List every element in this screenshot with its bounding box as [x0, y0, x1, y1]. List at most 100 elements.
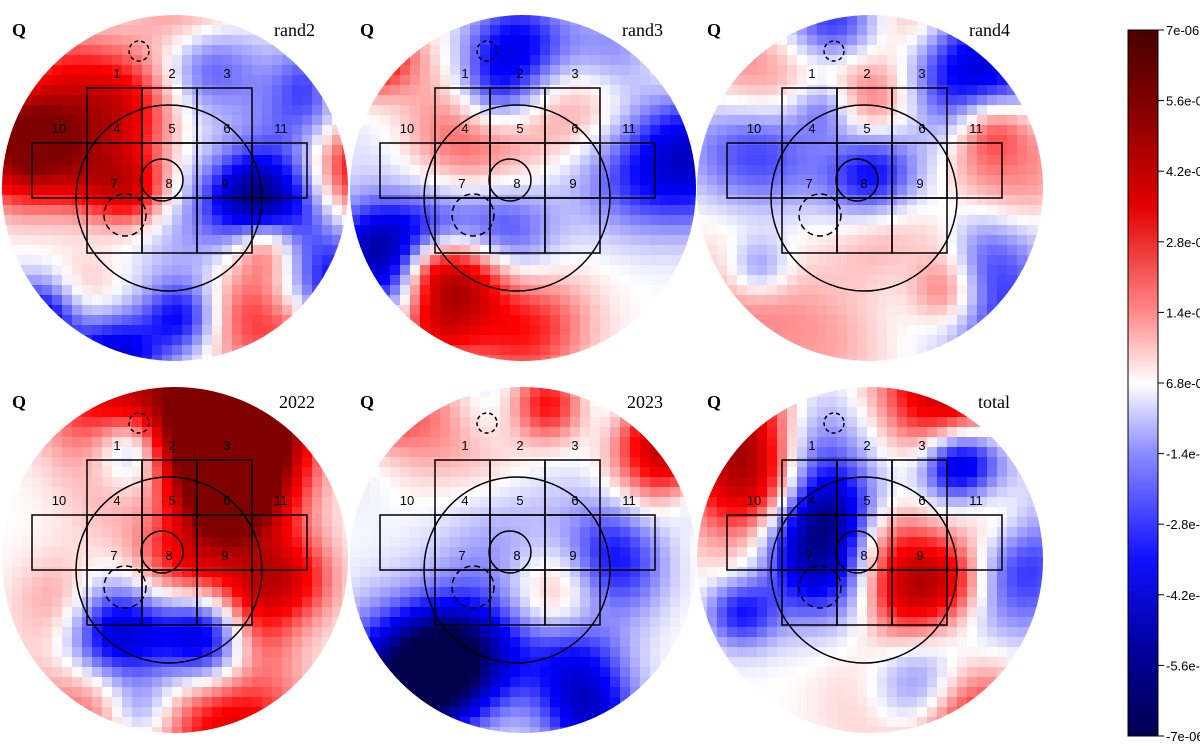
- region-label: 10: [747, 121, 761, 136]
- region-label: 1: [808, 438, 815, 453]
- map-panel-rand4: 1 2 3 4 5 6 7 8 9 10 11 Q rand4: [697, 15, 1043, 361]
- stokes-label: Q: [707, 392, 721, 412]
- region-labels: 1 2 3 4 5 6 7 8 9 10 11: [400, 438, 636, 563]
- region-label: 1: [461, 66, 468, 81]
- colorbar-tick-label: 5.6e-06: [1166, 94, 1200, 109]
- region-label: 9: [916, 548, 923, 563]
- region-label: 7: [110, 176, 117, 191]
- region-label: 7: [805, 548, 812, 563]
- region-label: 5: [516, 493, 523, 508]
- region-label: 9: [221, 176, 228, 191]
- region-label: 7: [805, 176, 812, 191]
- region-label: 2: [516, 66, 523, 81]
- region-label: 5: [168, 121, 175, 136]
- region-label: 10: [52, 121, 66, 136]
- region-overlay: [31, 412, 308, 664]
- region-label: 11: [274, 493, 288, 508]
- region-label: 11: [969, 493, 983, 508]
- region-label: 11: [622, 121, 636, 136]
- region-label: 4: [461, 493, 468, 508]
- region-label: 11: [622, 493, 636, 508]
- region-label: 10: [52, 493, 66, 508]
- colorbar-tick-label: -5.6e-06: [1166, 658, 1200, 673]
- colorbar-gradient: [1127, 29, 1159, 737]
- map-panel-total: 1 2 3 4 5 6 7 8 9 10 11 Q total: [697, 387, 1043, 733]
- panel-title: 2022: [279, 392, 315, 412]
- map-panel-2022: 1 2 3 4 5 6 7 8 9 10 11 Q 2022: [2, 387, 348, 733]
- region-label: 8: [513, 176, 520, 191]
- colorbar-tick-label: 6.8e-09: [1166, 376, 1200, 391]
- stokes-label: Q: [360, 20, 374, 40]
- region-label: 3: [571, 438, 578, 453]
- map-panel-rand3: 1 2 3 4 5 6 7 8 9 10 11 Q rand3: [350, 15, 696, 361]
- region-label: 4: [808, 121, 815, 136]
- region-labels: 1 2 3 4 5 6 7 8 9 10 11: [747, 438, 983, 563]
- region-label: 6: [571, 121, 578, 136]
- colorbar-tick-label: -7e-06: [1166, 729, 1200, 744]
- colorbar-tick-label: -1.4e-06: [1166, 447, 1200, 462]
- region-label: 9: [916, 176, 923, 191]
- region-label: 9: [569, 548, 576, 563]
- region-label: 7: [458, 176, 465, 191]
- heatmap-pixels: [2, 387, 348, 733]
- colorbar: 7e-06 5.6e-06 4.2e-06 2.8e-06 1.4e-06 6.8e-09…: [1127, 23, 1200, 744]
- region-label: 4: [113, 493, 120, 508]
- region-label: 1: [113, 66, 120, 81]
- region-overlay: [379, 40, 656, 292]
- region-label: 4: [808, 493, 815, 508]
- region-label: 6: [571, 493, 578, 508]
- region-label: 5: [168, 493, 175, 508]
- region-overlay: [726, 40, 1003, 292]
- region-label: 8: [860, 176, 867, 191]
- region-label: 10: [400, 121, 414, 136]
- region-label: 3: [918, 438, 925, 453]
- region-label: 7: [110, 548, 117, 563]
- region-label: 7: [458, 548, 465, 563]
- colorbar-tick-label: -4.2e-06: [1166, 588, 1200, 603]
- stokes-label: Q: [707, 20, 721, 40]
- region-label: 8: [165, 548, 172, 563]
- region-label: 6: [918, 493, 925, 508]
- panel-title: total: [978, 392, 1010, 412]
- map-panel-rand2: 1 2 3 4 5 6 7 8 9 10 11 Q rand2: [2, 15, 348, 361]
- region-label: 5: [863, 121, 870, 136]
- region-label: 4: [461, 121, 468, 136]
- heatmap-pixels: [350, 15, 696, 361]
- region-label: 5: [863, 493, 870, 508]
- colorbar-tick-label: 7e-06: [1166, 23, 1199, 38]
- colorbar-tick-label: -2.8e-06: [1166, 517, 1200, 532]
- panel-title: rand3: [622, 20, 663, 40]
- region-label: 6: [223, 493, 230, 508]
- stokes-label: Q: [12, 20, 26, 40]
- region-label: 2: [168, 438, 175, 453]
- region-label: 1: [461, 438, 468, 453]
- stokes-label: Q: [360, 392, 374, 412]
- stokes-label: Q: [12, 392, 26, 412]
- region-label: 8: [860, 548, 867, 563]
- region-label: 5: [516, 121, 523, 136]
- heatmap-pixels: [2, 15, 348, 361]
- region-label: 2: [168, 66, 175, 81]
- region-label: 11: [274, 121, 288, 136]
- region-label: 11: [969, 121, 983, 136]
- region-label: 10: [400, 493, 414, 508]
- region-label: 2: [863, 66, 870, 81]
- region-overlay: [379, 412, 656, 664]
- map-panel-2023: 1 2 3 4 5 6 7 8 9 10 11 Q 2023: [350, 387, 696, 733]
- region-label: 3: [918, 66, 925, 81]
- region-label: 10: [747, 493, 761, 508]
- region-labels: 1 2 3 4 5 6 7 8 9 10 11: [400, 66, 636, 191]
- region-label: 2: [516, 438, 523, 453]
- region-label: 8: [513, 548, 520, 563]
- region-label: 1: [113, 438, 120, 453]
- region-label: 9: [221, 548, 228, 563]
- region-label: 3: [571, 66, 578, 81]
- region-label: 1: [808, 66, 815, 81]
- panel-title: rand4: [969, 20, 1010, 40]
- heatmap-pixels: [697, 387, 1043, 733]
- region-labels: 1 2 3 4 5 6 7 8 9 10 11: [52, 438, 288, 563]
- region-overlay: [726, 412, 1003, 664]
- colorbar-ticks: 7e-06 5.6e-06 4.2e-06 2.8e-06 1.4e-06 6.8e-09…: [1158, 23, 1200, 744]
